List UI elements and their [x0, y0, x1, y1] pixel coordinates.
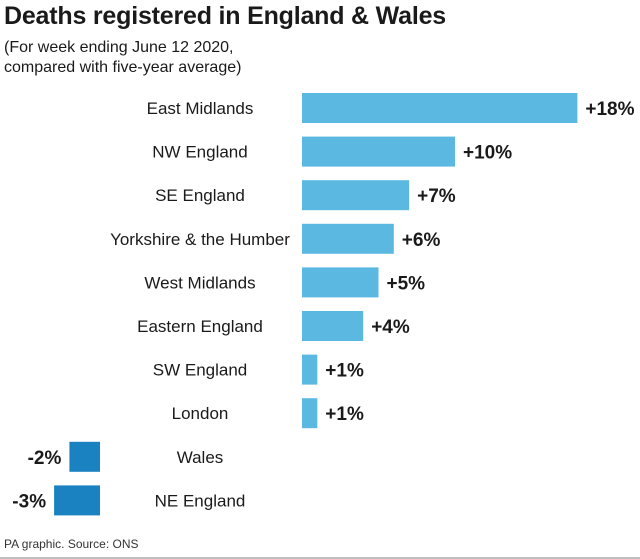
bar-sw-england	[302, 354, 318, 385]
bar-west-midlands	[302, 267, 379, 298]
category-label-eastern-england: Eastern England	[137, 317, 263, 336]
chart-title: Deaths registered in England & Wales	[4, 2, 446, 30]
value-label-se-england: +7%	[417, 186, 456, 207]
value-label-ne-england: -3%	[12, 491, 46, 512]
subtitle-line-1: (For week ending June 12 2020,	[4, 39, 234, 56]
category-label-wales: Wales	[177, 448, 224, 467]
bar-london	[302, 398, 318, 429]
value-label-london: +1%	[325, 404, 364, 425]
source-footer: PA graphic. Source: ONS	[4, 537, 139, 551]
value-label-east-midlands: +18%	[585, 99, 634, 120]
bar-eastern-england	[302, 311, 364, 341]
value-label-eastern-england: +4%	[371, 317, 410, 338]
value-label-nw-england: +10%	[463, 143, 512, 164]
bar-wales	[69, 441, 100, 472]
category-label-west-midlands: West Midlands	[144, 273, 255, 292]
bar-se-england	[302, 180, 410, 211]
bar-nw-england	[302, 136, 455, 167]
value-label-yorkshire-and-the-humber: +6%	[402, 230, 441, 251]
category-label-east-midlands: East Midlands	[147, 99, 254, 118]
value-label-sw-england: +1%	[325, 361, 364, 382]
category-label-sw-england: SW England	[153, 361, 248, 380]
bottom-rule	[0, 557, 640, 559]
category-label-se-england: SE England	[155, 186, 245, 205]
value-label-west-midlands: +5%	[387, 273, 426, 294]
category-label-yorkshire-and-the-humber: Yorkshire & the Humber	[110, 230, 290, 249]
bar-east-midlands	[302, 93, 578, 123]
bar-ne-england	[54, 485, 100, 516]
subtitle-line-2: compared with five-year average)	[4, 59, 242, 76]
category-label-ne-england: NE England	[155, 491, 246, 510]
bar-yorkshire-and-the-humber	[302, 223, 394, 254]
category-label-nw-england: NW England	[152, 143, 247, 162]
category-label-london: London	[172, 404, 229, 423]
chart-subtitle: (For week ending June 12 2020, compared …	[4, 38, 404, 78]
value-label-wales: -2%	[28, 448, 62, 469]
